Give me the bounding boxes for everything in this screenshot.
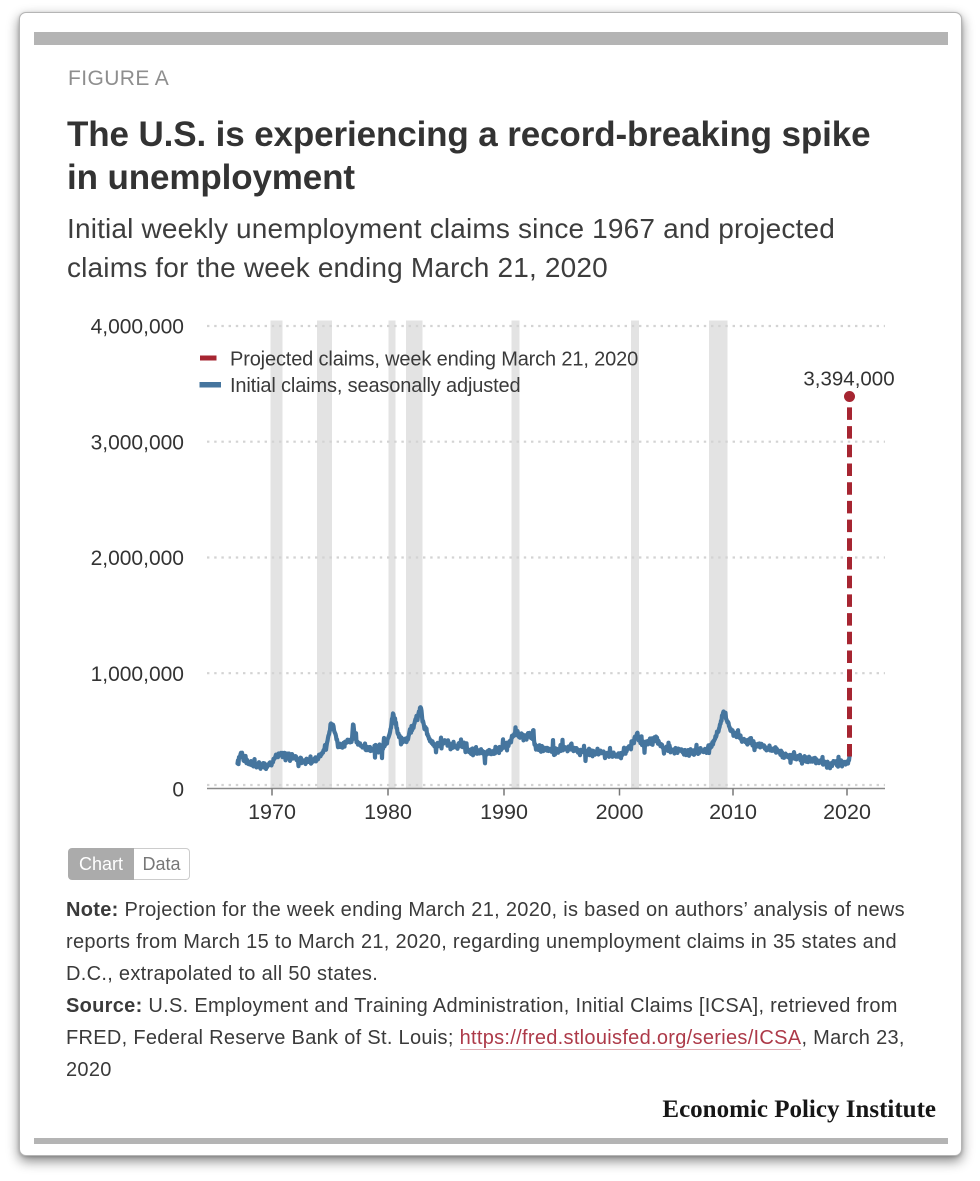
- svg-text:2,000,000: 2,000,000: [91, 547, 184, 570]
- svg-text:1990: 1990: [480, 800, 528, 824]
- svg-text:1,000,000: 1,000,000: [91, 663, 184, 686]
- svg-text:2010: 2010: [709, 800, 757, 824]
- svg-text:0: 0: [172, 779, 184, 802]
- svg-text:3,000,000: 3,000,000: [91, 431, 184, 454]
- svg-text:1980: 1980: [364, 800, 412, 824]
- svg-text:2020: 2020: [823, 800, 871, 824]
- svg-text:3,394,000: 3,394,000: [803, 368, 894, 391]
- svg-text:1970: 1970: [248, 800, 296, 824]
- svg-text:Projected claims, week ending: Projected claims, week ending March 21, …: [230, 349, 638, 371]
- svg-text:Initial claims, seasonally adj: Initial claims, seasonally adjusted: [230, 375, 520, 397]
- svg-text:2000: 2000: [596, 800, 644, 824]
- svg-text:4,000,000: 4,000,000: [91, 316, 184, 339]
